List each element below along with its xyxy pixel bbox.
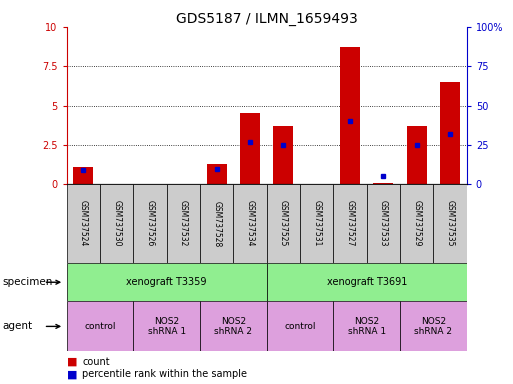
Bar: [367, 184, 400, 263]
Text: GSM737524: GSM737524: [79, 200, 88, 247]
Bar: [433, 184, 467, 263]
Bar: [440, 82, 460, 184]
Bar: [267, 184, 300, 263]
Bar: [333, 184, 367, 263]
Text: GSM737532: GSM737532: [179, 200, 188, 247]
Bar: [340, 47, 360, 184]
Bar: [200, 184, 233, 263]
Text: count: count: [82, 357, 110, 367]
Text: GSM737530: GSM737530: [112, 200, 121, 247]
Bar: [233, 184, 267, 263]
Text: specimen: specimen: [3, 277, 53, 287]
Text: GSM737535: GSM737535: [446, 200, 455, 247]
Text: GDS5187 / ILMN_1659493: GDS5187 / ILMN_1659493: [176, 12, 358, 25]
Bar: [267, 301, 333, 351]
Bar: [133, 184, 167, 263]
Bar: [73, 167, 93, 184]
Text: control: control: [84, 322, 116, 331]
Bar: [100, 184, 133, 263]
Text: GSM737534: GSM737534: [246, 200, 254, 247]
Text: GSM737529: GSM737529: [412, 200, 421, 247]
Bar: [67, 301, 133, 351]
Bar: [207, 164, 227, 184]
Text: NOS2
shRNA 2: NOS2 shRNA 2: [214, 317, 252, 336]
Bar: [373, 183, 393, 184]
Bar: [333, 301, 400, 351]
Bar: [400, 184, 433, 263]
Text: GSM737531: GSM737531: [312, 200, 321, 247]
Text: NOS2
shRNA 2: NOS2 shRNA 2: [415, 317, 452, 336]
Text: percentile rank within the sample: percentile rank within the sample: [82, 369, 247, 379]
Text: GSM737525: GSM737525: [279, 200, 288, 247]
Text: ■: ■: [67, 357, 77, 367]
Text: GSM737526: GSM737526: [146, 200, 154, 247]
Bar: [267, 263, 467, 301]
Text: GSM737533: GSM737533: [379, 200, 388, 247]
Text: ■: ■: [67, 369, 77, 379]
Text: GSM737528: GSM737528: [212, 200, 221, 247]
Bar: [273, 126, 293, 184]
Bar: [407, 126, 427, 184]
Bar: [240, 114, 260, 184]
Bar: [200, 301, 267, 351]
Text: GSM737527: GSM737527: [346, 200, 354, 247]
Bar: [133, 301, 200, 351]
Bar: [167, 184, 200, 263]
Text: NOS2
shRNA 1: NOS2 shRNA 1: [148, 317, 186, 336]
Bar: [67, 184, 100, 263]
Text: xenograft T3359: xenograft T3359: [127, 277, 207, 287]
Bar: [400, 301, 467, 351]
Text: agent: agent: [3, 321, 33, 331]
Bar: [67, 263, 267, 301]
Text: control: control: [284, 322, 316, 331]
Text: xenograft T3691: xenograft T3691: [327, 277, 407, 287]
Bar: [300, 184, 333, 263]
Text: NOS2
shRNA 1: NOS2 shRNA 1: [348, 317, 386, 336]
